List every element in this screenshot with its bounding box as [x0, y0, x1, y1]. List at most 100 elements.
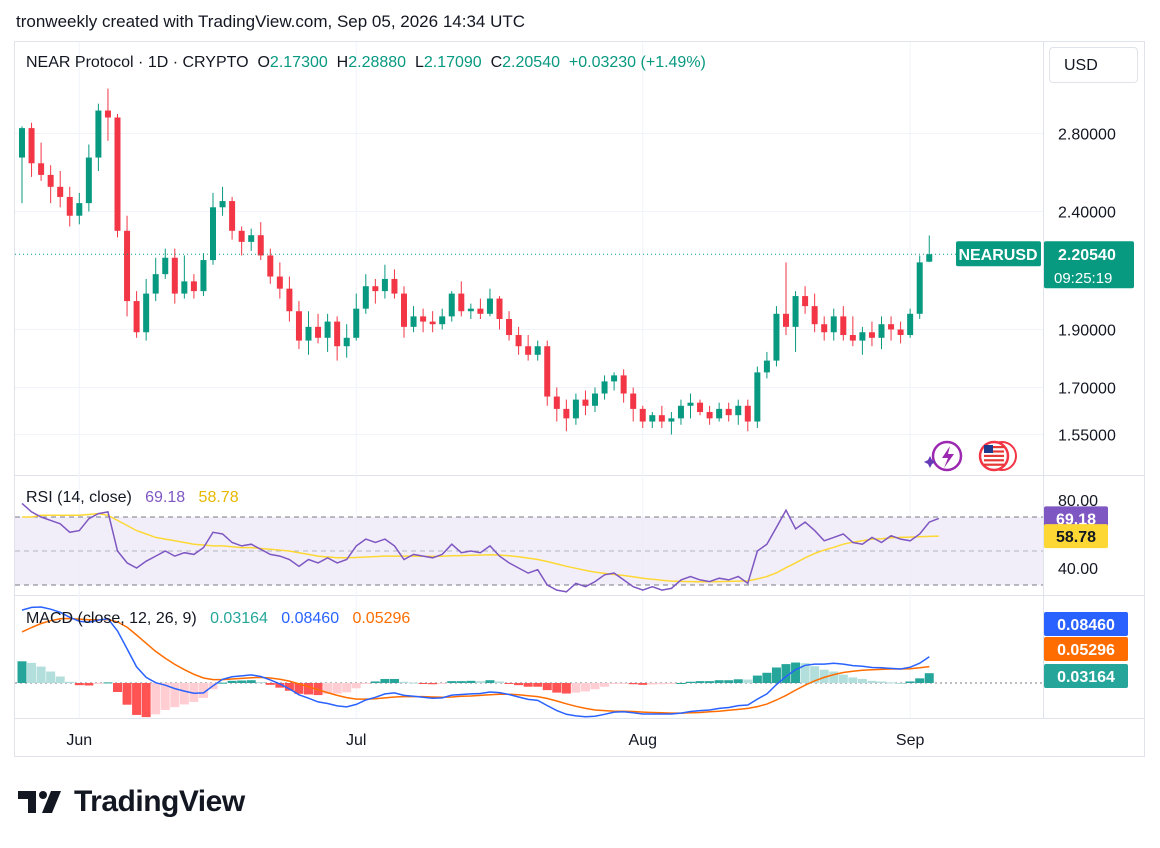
rsi-ma-value-tag [1044, 524, 1108, 549]
candle-body [744, 405, 751, 422]
candle-body [439, 316, 446, 325]
rsi-legend-label: RSI (14, close) [26, 489, 132, 506]
macd-histogram-bar [332, 683, 342, 694]
last-price-value: 2.20540 [1058, 247, 1116, 264]
candle-body [324, 321, 331, 338]
macd-histogram-bar [514, 683, 524, 686]
candle-body [525, 346, 532, 355]
candle-body [534, 346, 541, 355]
macd-histogram-bar [800, 663, 810, 683]
rsi-ma-line [22, 512, 939, 583]
macd-histogram-bar [666, 683, 676, 684]
low-label: L [414, 54, 424, 71]
macd-legend-label: MACD (close, 12, 26, 9) [26, 610, 197, 627]
candle-body [763, 360, 770, 373]
price-axis-tick: 1.55000 [1058, 428, 1116, 445]
candle-body [229, 201, 236, 231]
candle-body [916, 262, 923, 314]
macd-histogram-bar [84, 683, 94, 686]
candle-body [496, 298, 503, 319]
signal-legend-value: 0.05296 [352, 610, 411, 627]
candle-body [620, 375, 627, 394]
candle-body [821, 324, 828, 333]
macd-histogram-bar [705, 681, 715, 683]
candle-body [783, 313, 789, 327]
candle-body [687, 402, 694, 406]
candle-body [553, 396, 560, 409]
macd-histogram-bar [399, 681, 409, 683]
currency-button[interactable]: USD [1049, 47, 1138, 83]
macd-histogram-bar [485, 680, 495, 683]
macd-histogram-bar [46, 671, 56, 683]
macd-histogram-bar [590, 683, 600, 690]
candle-body [754, 372, 761, 422]
candle-body [859, 332, 866, 341]
symbol-name: NEAR Protocol · 1D · CRYPTO [26, 54, 249, 71]
candle-body [66, 196, 73, 216]
symbol-legend: NEAR Protocol · 1D · CRYPTO O2.17300 H2.… [26, 54, 706, 72]
flag-stripe [984, 450, 1004, 453]
candle-body [19, 128, 25, 158]
macd-histogram-bar [619, 683, 629, 684]
candle-body [276, 276, 283, 289]
flag-stripe [984, 454, 1004, 457]
macd-histogram-bar [857, 678, 867, 683]
candle-body [849, 335, 856, 341]
macd-histogram-bar [600, 683, 610, 687]
macd-histogram-bar [495, 681, 504, 683]
macd-histogram-bar [714, 680, 724, 683]
time-axis-label: Jun [66, 732, 92, 749]
bar-countdown: 09:25:19 [1054, 270, 1112, 287]
candle-body [592, 393, 598, 406]
macd-histogram-bar [877, 681, 886, 683]
candle-body [792, 296, 799, 327]
candle-body [735, 405, 742, 416]
candle-body [677, 405, 684, 419]
candle-body [267, 255, 274, 277]
candle-body [649, 415, 656, 422]
sparkle-icon [924, 456, 936, 468]
candle-body [572, 399, 579, 419]
candle-body [630, 393, 637, 409]
macd-histogram-bar [523, 683, 533, 687]
macd-histogram-bar [686, 681, 695, 683]
candle-body [716, 408, 723, 419]
candle-body [611, 375, 618, 382]
macd-histogram-bar [819, 669, 829, 683]
macd-histogram-bar [867, 680, 877, 683]
candle-body [57, 186, 64, 197]
macd-histogram-bar [141, 683, 151, 718]
candle-body [401, 293, 407, 327]
macd-histogram-bar [695, 681, 705, 683]
candle-body [38, 163, 45, 175]
macd-histogram-bar [36, 666, 46, 683]
candle-body [582, 399, 589, 406]
macd-histogram-bar [74, 683, 84, 686]
signal-value-tag-label: 0.05296 [1057, 642, 1115, 659]
macd-histogram-bar [752, 675, 762, 683]
low-value: 2.17090 [423, 54, 482, 71]
brand-name: TradingView [74, 785, 245, 818]
macd-value-tag [1044, 612, 1128, 636]
candle-body [907, 313, 914, 336]
macd-histogram-bar [676, 683, 686, 684]
price-axis-tick: 2.40000 [1058, 205, 1116, 222]
flag-stripe [984, 463, 1004, 466]
candle-body [544, 346, 551, 397]
macd-histogram-bar [179, 683, 189, 705]
candle-body [830, 316, 837, 333]
us-flag-event-icon [978, 440, 1017, 472]
macd-line-legend-value: 0.08460 [281, 610, 340, 627]
candle-body [458, 293, 465, 312]
macd-histogram-bar [437, 683, 447, 684]
macd-histogram-bar [304, 683, 313, 695]
macd-histogram-bar [113, 683, 122, 692]
tradingview-logo-icon [18, 791, 61, 813]
price-axis-tick: 2.80000 [1058, 127, 1116, 144]
change-value: +0.03230 (+1.49%) [568, 54, 706, 71]
chart-frame [14, 41, 1145, 757]
macd-histogram-bar [533, 683, 543, 687]
chart-caption: tronweekly created with TradingView.com,… [16, 12, 526, 31]
flag-stripe [984, 459, 1004, 462]
